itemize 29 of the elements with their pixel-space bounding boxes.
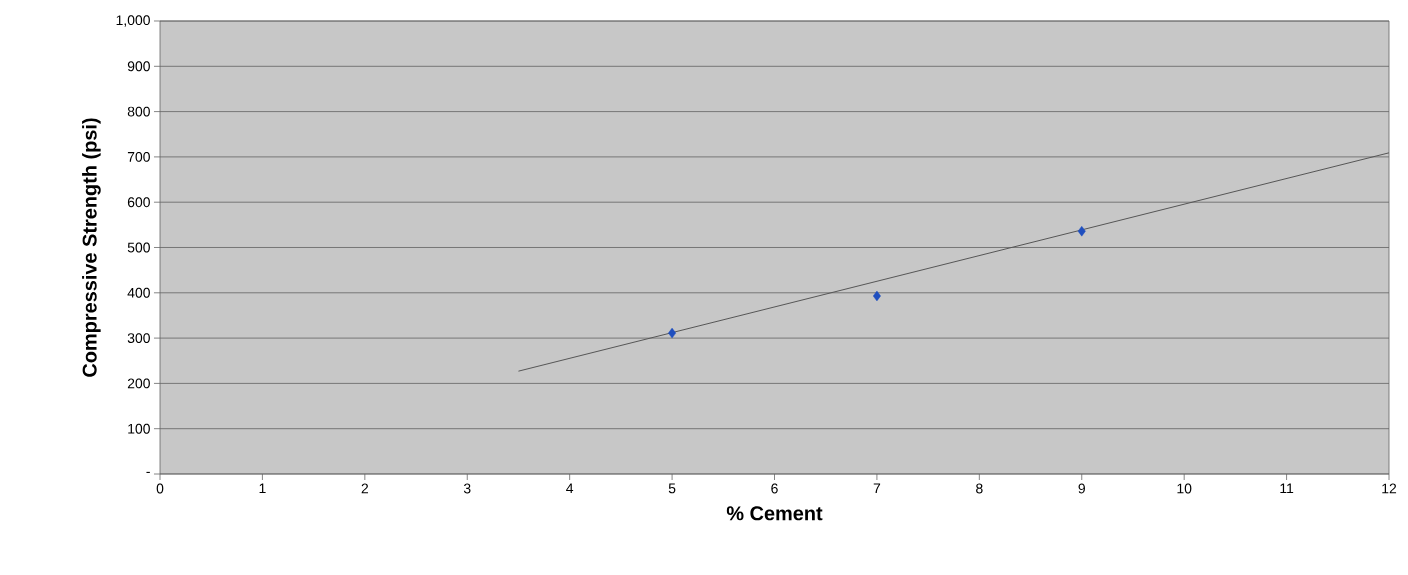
x-tick-label: 10 [1177,483,1192,494]
x-axis-title: % Cement [726,506,823,521]
x-tick-label: 3 [463,483,471,494]
point [668,327,677,339]
x-tick-label: 0 [156,483,164,494]
y-tick-label: 300 [127,333,150,344]
x-tick-label: 9 [1078,483,1085,494]
y-tick-label: - [146,471,150,473]
y-tick-label: 100 [128,423,150,434]
x-tick-label: 5 [668,483,676,494]
y-tick-label: 700 [127,151,150,162]
x-tick-label: 8 [976,483,983,494]
y-tick-label: 500 [127,242,150,253]
y-tick-label: 900 [127,61,150,72]
x-tick-label: 2 [361,483,369,494]
y-tick-label: 1,000 [116,15,150,27]
point [1077,225,1086,237]
y-tick-label: 800 [127,106,150,117]
y-axis-title: Compressive Strength (psi) [82,118,101,377]
y-tick-label: 600 [127,197,150,208]
x-tick-label: 11 [1280,483,1294,494]
x-tick-label: 4 [566,483,574,494]
x-tick-label: 7 [873,483,881,494]
x-tick-label: 1 [259,483,266,494]
y-tick-label: 400 [127,287,150,298]
y-tick-label: 200 [127,378,150,389]
x-tick-label: 6 [771,483,778,494]
x-tick-label: 12 [1382,483,1397,494]
point [872,290,881,302]
